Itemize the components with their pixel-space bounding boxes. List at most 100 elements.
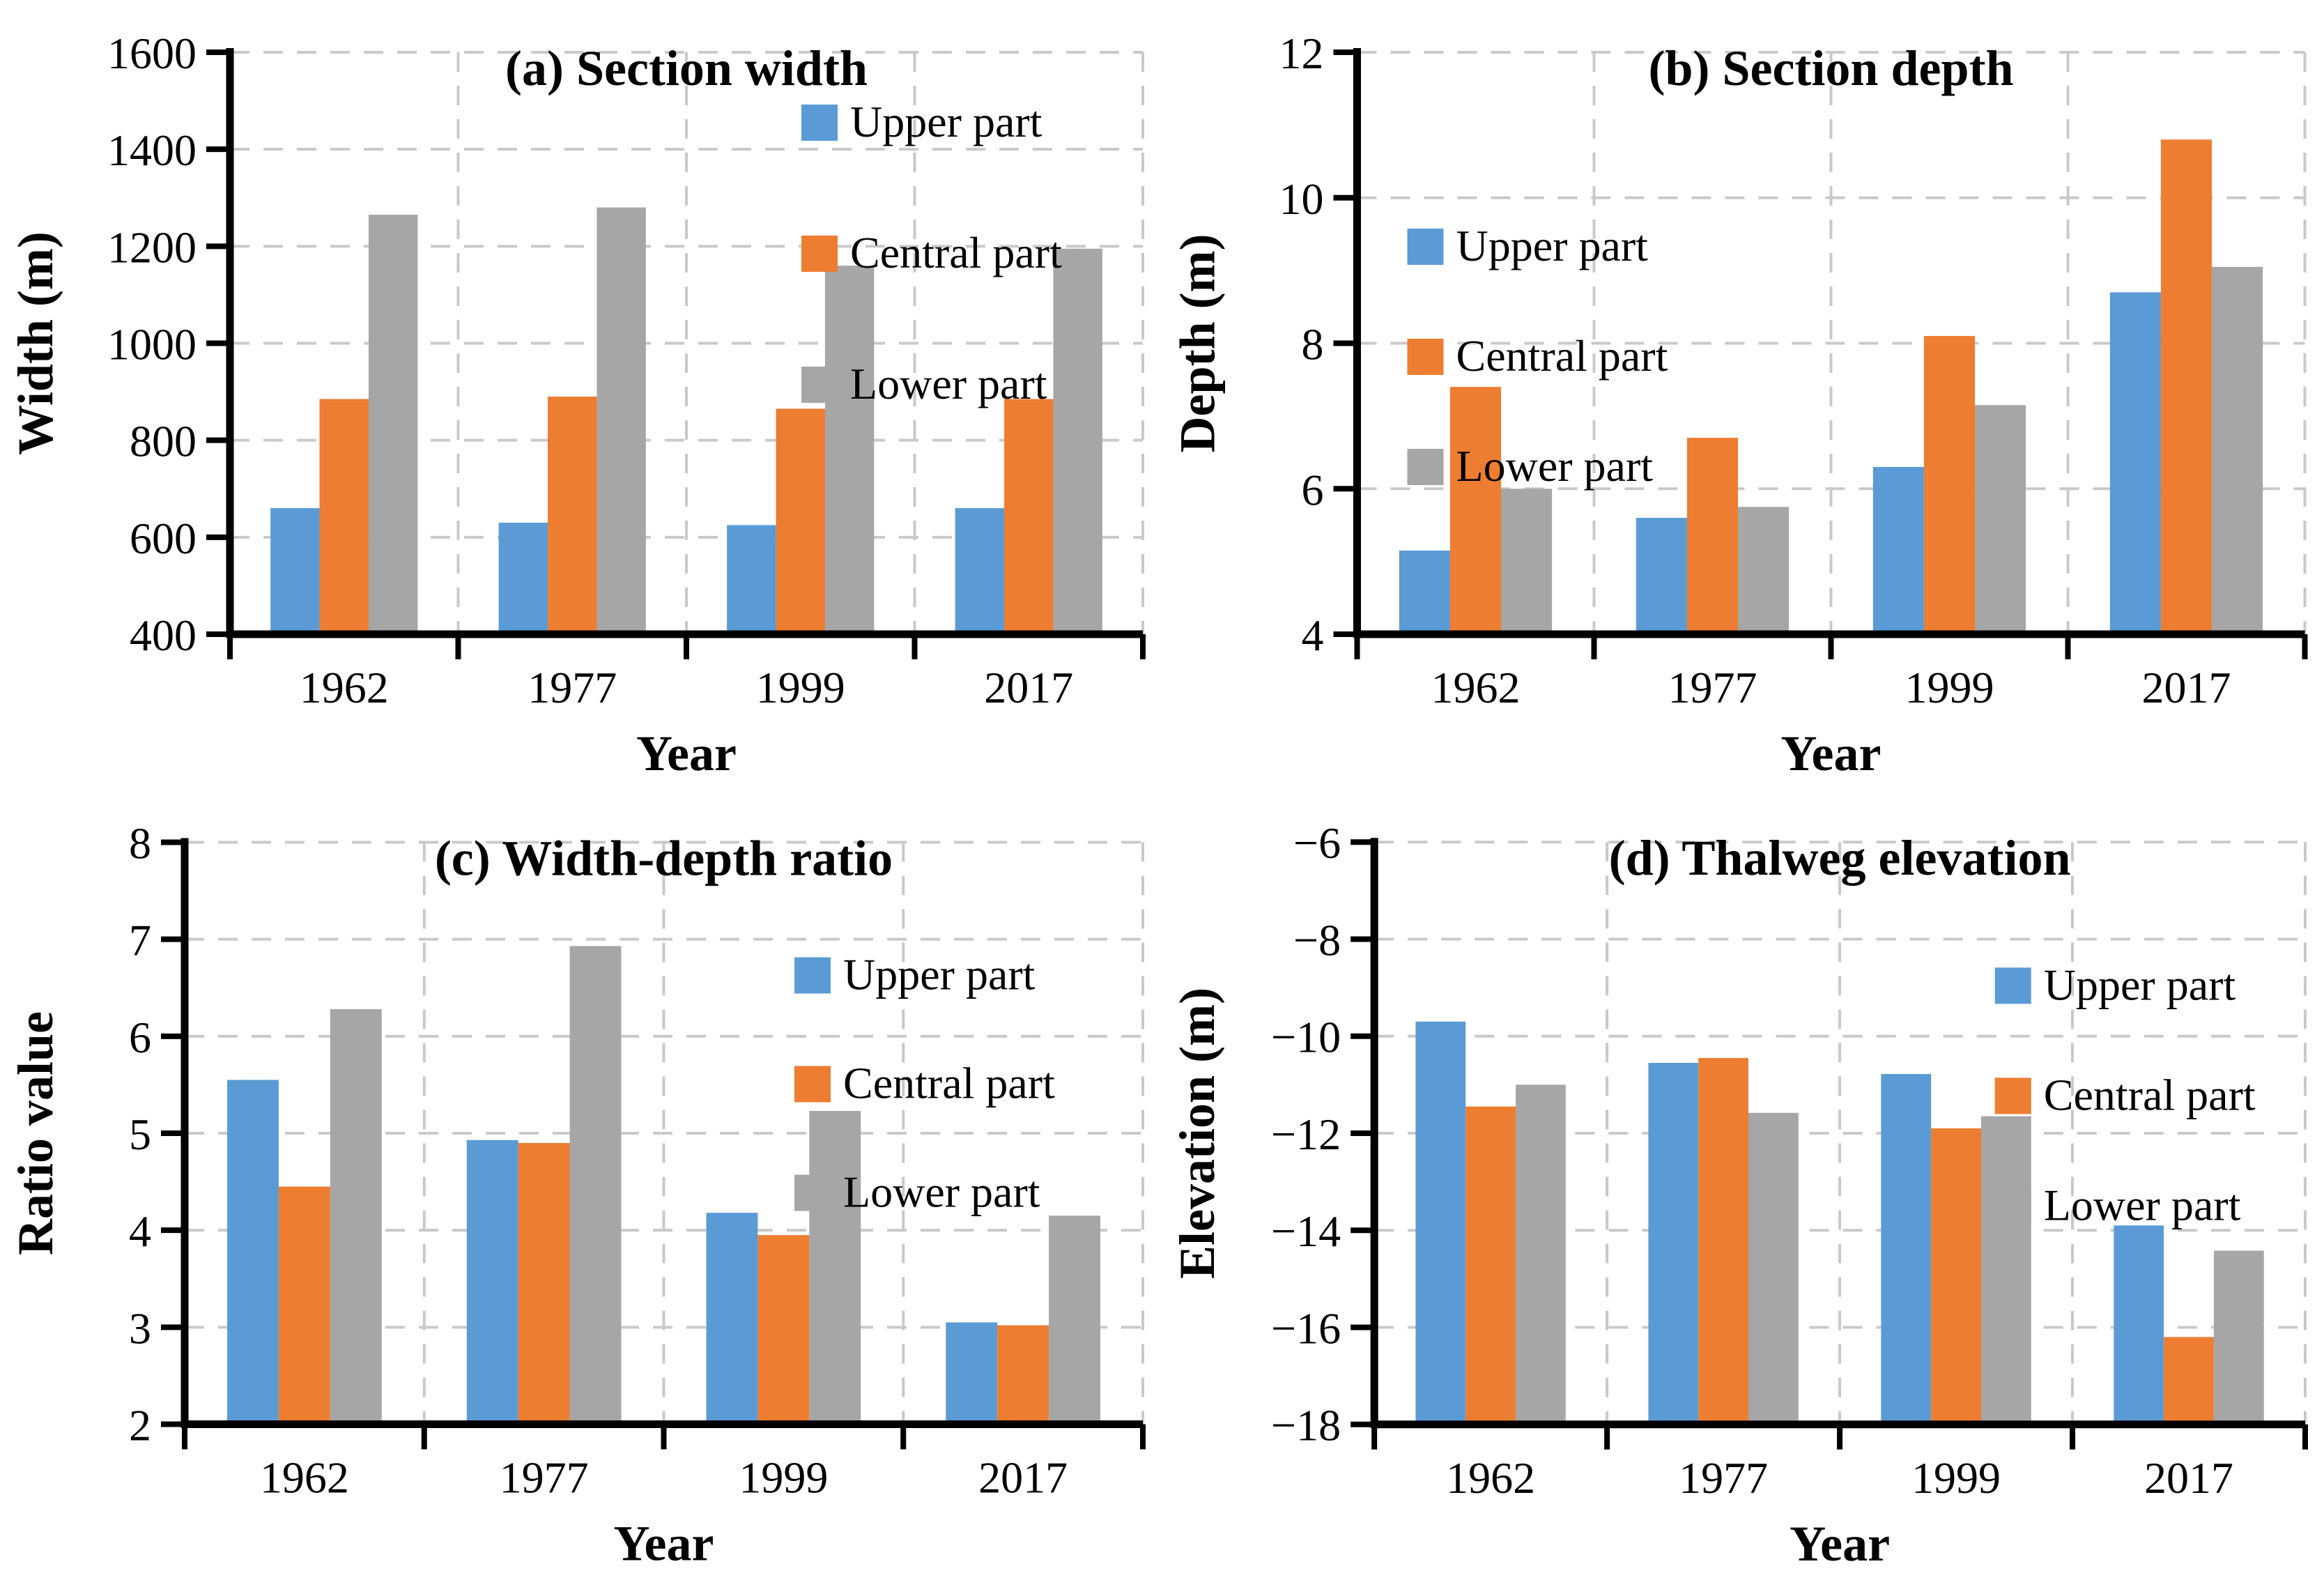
legend-swatch <box>794 1066 831 1103</box>
legend-swatch <box>1407 449 1444 485</box>
bar-2017-upper-part <box>955 508 1005 634</box>
y-tick-label: 6 <box>1302 465 1324 514</box>
bar-1999-upper-part <box>706 1213 758 1425</box>
bar-1962-upper-part <box>1399 550 1450 634</box>
legend-swatch <box>801 105 838 141</box>
legend-label: Lower part <box>1456 441 1654 491</box>
y-axis-title: Depth (m) <box>1170 234 1226 453</box>
legend-swatch <box>794 957 831 994</box>
y-axis-title: Width (m) <box>8 231 63 455</box>
legend-item: Upper part <box>801 97 1042 146</box>
bar-1977-upper-part <box>1636 518 1687 634</box>
bar-2017-upper-part <box>2114 1225 2164 1425</box>
x-axis-title: Year <box>614 1516 714 1572</box>
chart-svg: 4 6 8 10 12 1962 1977 1999 2017 (b) Section depth… <box>1170 29 2308 781</box>
chart-thalweg-elevation: −18 −16 −14 −12 −10 −8 −6 1962 1977 1999 2017 (d) T… <box>1162 790 2324 1580</box>
x-tick-label: 2017 <box>2142 663 2231 712</box>
bar-1999-lower-part <box>1975 405 2026 634</box>
chart-title: (c) Width-depth ratio <box>435 831 893 887</box>
bar-1962-lower-part <box>330 1008 382 1425</box>
legend-swatch <box>1407 229 1444 265</box>
bar-1999-upper-part <box>1872 466 1924 634</box>
bar-1962-central-part <box>319 399 369 634</box>
legend-item: Lower part <box>801 359 1047 408</box>
y-tick-label: 1600 <box>107 29 197 78</box>
y-tick-label: 4 <box>129 1206 151 1256</box>
y-tick-label: 1400 <box>107 125 197 175</box>
bar-1962-central-part <box>1465 1106 1516 1425</box>
y-tick-label: 6 <box>129 1013 151 1062</box>
legend-label: Upper part <box>850 97 1042 146</box>
y-tick-label: −18 <box>1271 1401 1341 1450</box>
bar-2017-central-part <box>2164 1337 2214 1425</box>
bar-2017-lower-part <box>2213 1250 2264 1425</box>
y-tick-label: 600 <box>130 514 197 563</box>
y-tick-label: −8 <box>1293 915 1341 965</box>
bar-1977-lower-part <box>1748 1112 1799 1425</box>
bar-1962-central-part <box>278 1186 330 1425</box>
y-tick-label: 8 <box>129 819 151 868</box>
y-tick-label: −14 <box>1271 1206 1341 1256</box>
y-tick-label: 1200 <box>107 222 197 272</box>
y-tick-label: −12 <box>1271 1110 1341 1159</box>
legend-swatch <box>1994 1077 2031 1114</box>
legend-label: Upper part <box>843 950 1036 999</box>
x-tick-label: 1977 <box>1679 1453 1768 1503</box>
x-tick-label: 2017 <box>2144 1453 2233 1503</box>
bar-1977-lower-part <box>597 207 646 635</box>
bar-2017-lower-part <box>1053 248 1102 634</box>
chart-svg: −18 −16 −14 −12 −10 −8 −6 1962 1977 1999 2017 (d) T… <box>1169 818 2308 1572</box>
bar-1999-central-part <box>776 408 825 634</box>
chart-title: (d) Thalweg elevation <box>1609 830 2071 886</box>
legend-swatch <box>1994 967 2031 1004</box>
chart-svg: 2 3 4 5 6 7 8 1962 1977 1999 2017 (c) Width-depth r… <box>8 819 1146 1572</box>
x-tick-label: 1962 <box>1431 663 1521 712</box>
bar-1977-central-part <box>518 1142 570 1425</box>
bar-1962-upper-part <box>270 508 320 634</box>
x-axis-title: Year <box>1790 1516 1890 1572</box>
chart-section-width: 400 600 800 1000 1200 1400 1600 1962 1977 1999 201… <box>0 0 1162 790</box>
bar-1977-central-part <box>548 397 597 634</box>
bar-2017-lower-part <box>2212 266 2263 634</box>
x-tick-label: 1977 <box>528 663 617 712</box>
x-tick-label: 1962 <box>300 663 389 712</box>
bar-1999-lower-part <box>1980 1116 2031 1425</box>
legend-swatch <box>794 1174 831 1211</box>
bar-1977-upper-part <box>1648 1062 1699 1425</box>
bar-1999-central-part <box>757 1235 810 1425</box>
bar-1977-lower-part <box>1738 507 1790 634</box>
legend-swatch <box>1994 1188 2031 1225</box>
bar-1977-upper-part <box>466 1140 518 1425</box>
y-tick-label: 10 <box>1279 174 1324 224</box>
legend-swatch <box>1407 339 1444 375</box>
legend-label: Lower part <box>2044 1181 2241 1230</box>
bar-1999-central-part <box>1923 336 1976 634</box>
bar-1977-central-part <box>1698 1058 1749 1425</box>
y-tick-label: −10 <box>1271 1013 1341 1062</box>
y-tick-label: 4 <box>1302 611 1324 660</box>
y-tick-label: −16 <box>1271 1303 1341 1353</box>
legend-item: Upper part <box>1407 221 1649 270</box>
y-tick-label: 400 <box>130 611 197 660</box>
legend-item: Upper part <box>794 950 1036 999</box>
x-tick-label: 1999 <box>756 663 845 712</box>
bar-1962-central-part <box>1449 387 1502 634</box>
bar-1999-upper-part <box>1881 1074 1932 1425</box>
bar-2017-upper-part <box>946 1322 998 1425</box>
bar-1999-upper-part <box>727 525 776 634</box>
legend-label: Central part <box>843 1059 1055 1108</box>
legend-item: Central part <box>794 1059 1055 1108</box>
bar-1999-lower-part <box>824 266 875 635</box>
y-tick-label: −6 <box>1293 818 1341 868</box>
x-tick-label: 1962 <box>260 1453 349 1503</box>
x-tick-label: 1962 <box>1446 1453 1535 1503</box>
legend-label: Upper part <box>1456 221 1649 270</box>
chart-section-depth: 4 6 8 10 12 1962 1977 1999 2017 (b) Section depth… <box>1162 0 2324 790</box>
y-tick-label: 12 <box>1279 29 1324 78</box>
x-tick-label: 2017 <box>984 663 1073 712</box>
bar-1962-lower-part <box>1501 489 1553 634</box>
legend-label: Upper part <box>2044 960 2236 1009</box>
y-axis-title: Ratio value <box>8 1011 63 1255</box>
y-tick-label: 8 <box>1302 320 1324 369</box>
